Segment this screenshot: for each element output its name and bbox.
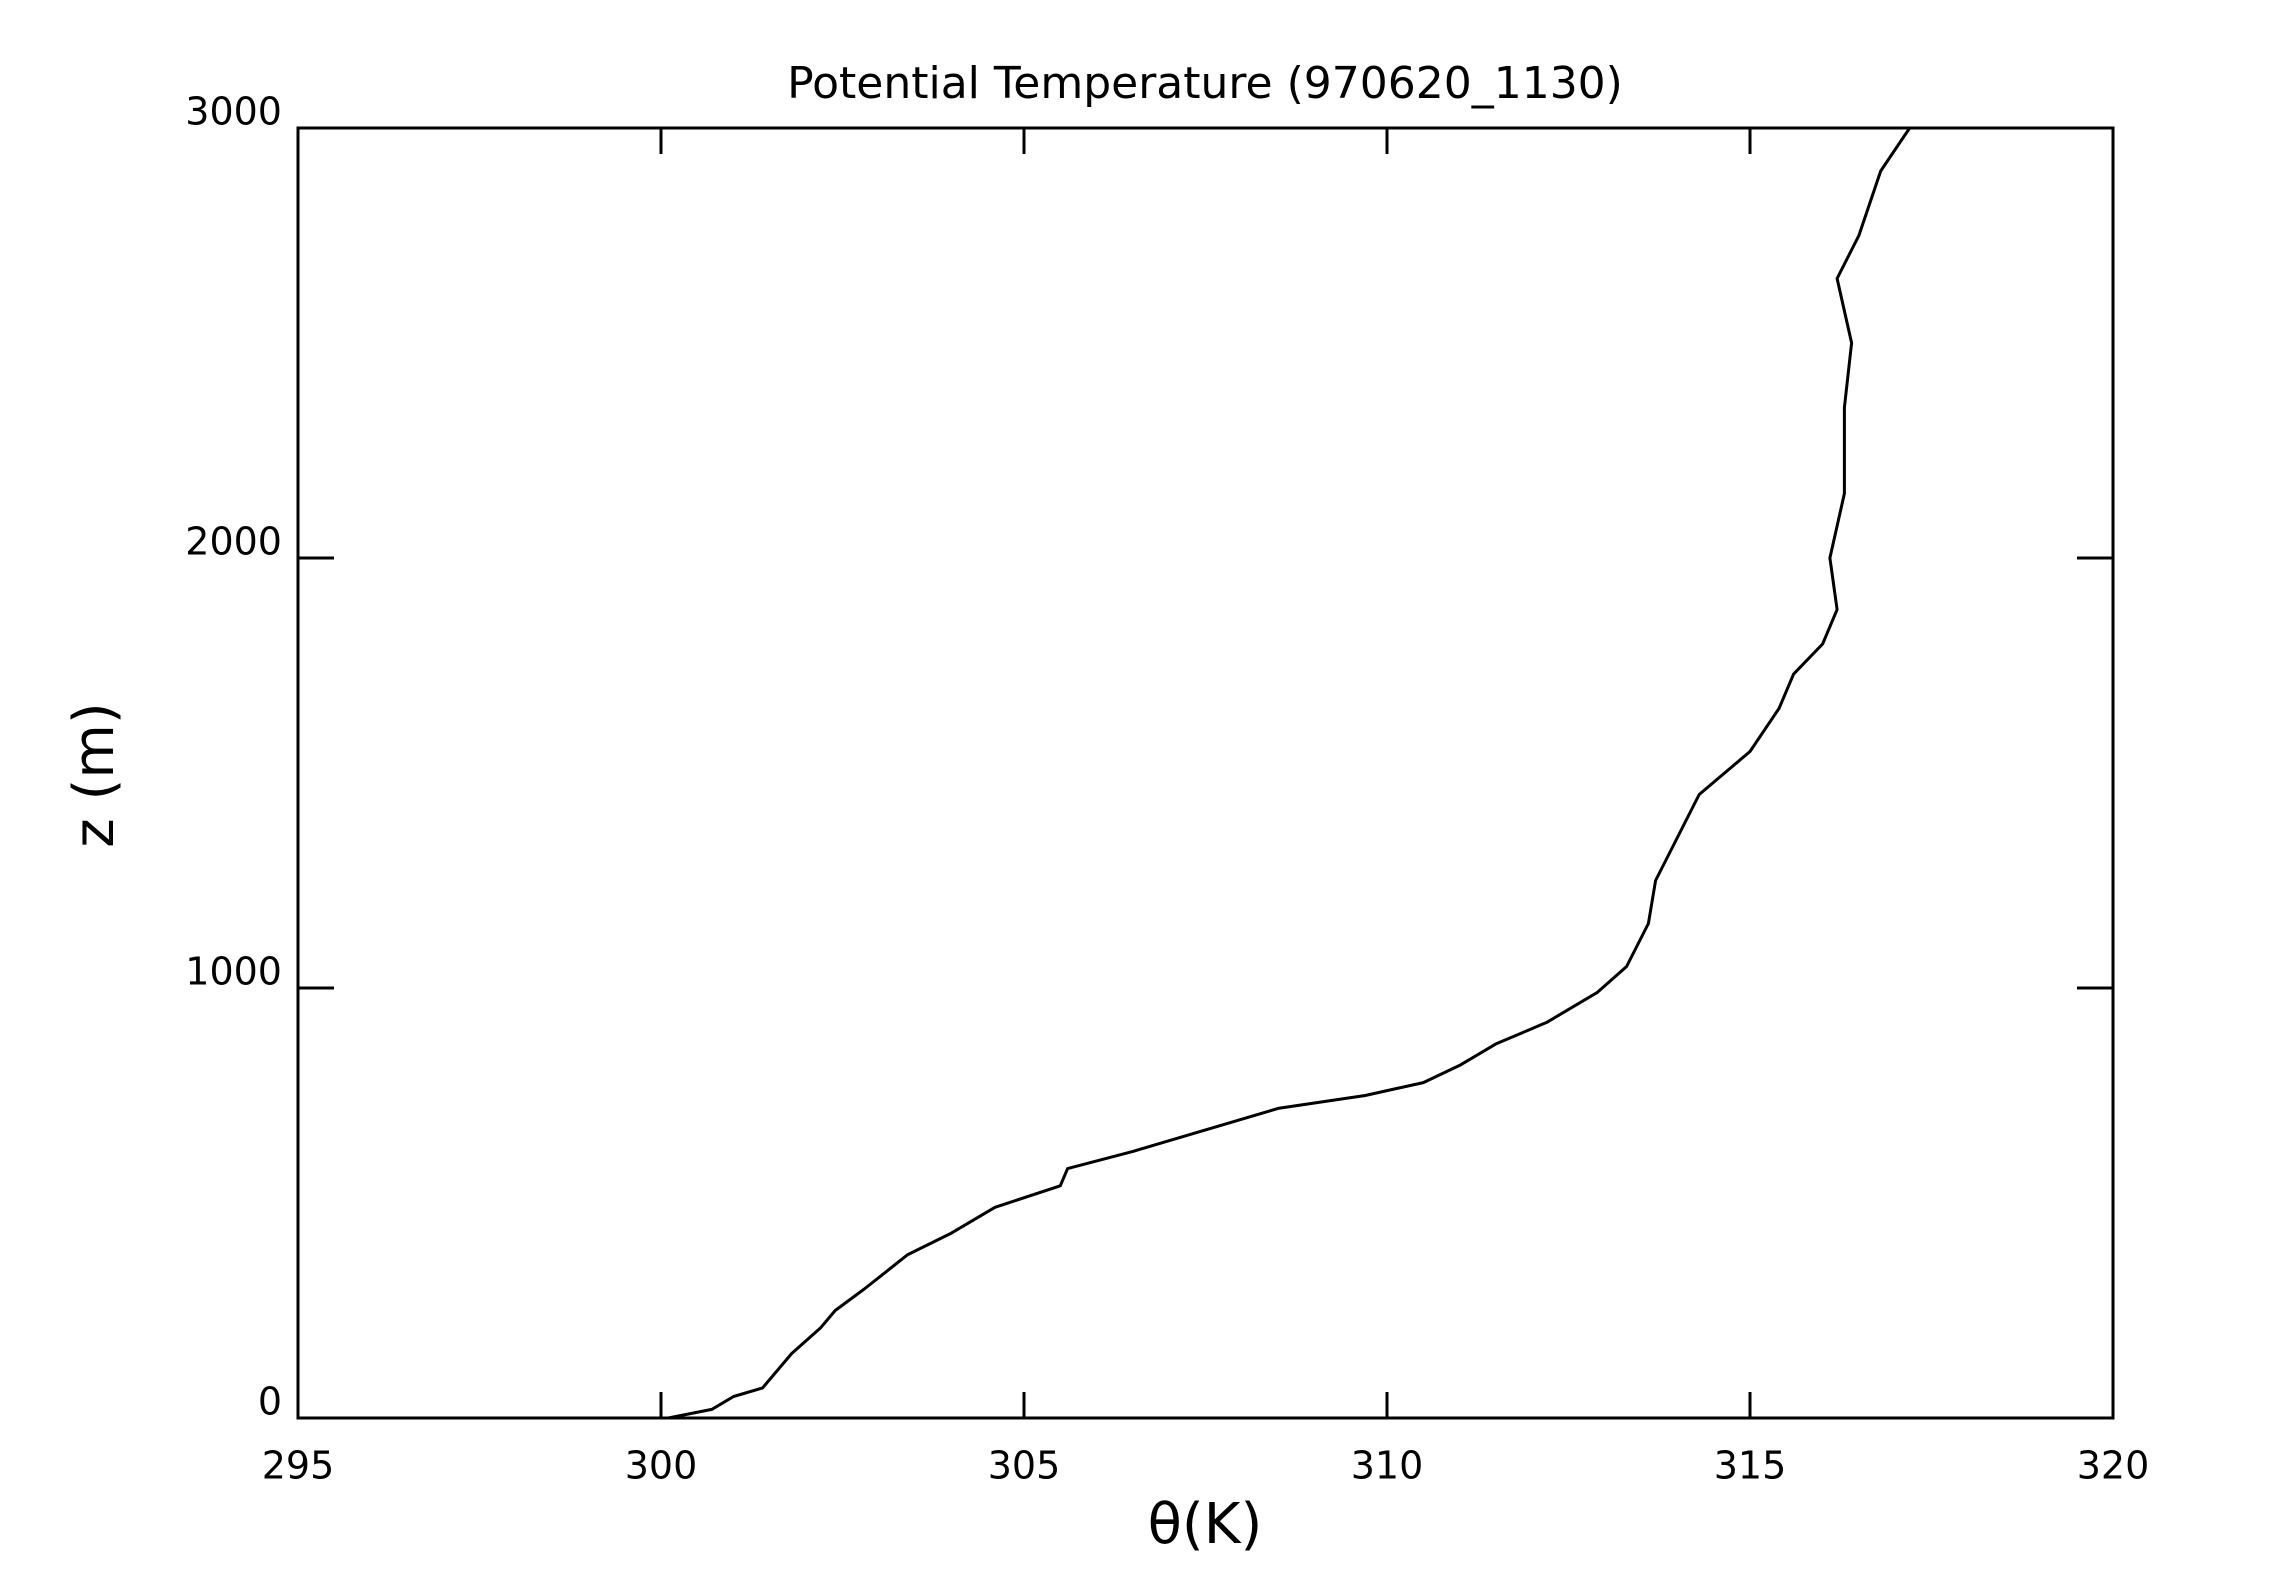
y-tick-label: 1000 bbox=[185, 950, 282, 994]
x-tick-label: 320 bbox=[2077, 1444, 2150, 1488]
y-axis-label: z (m) bbox=[62, 702, 127, 847]
y-tick-label: 3000 bbox=[185, 90, 282, 134]
chart-title: Potential Temperature (970620_1130) bbox=[787, 58, 1623, 109]
line bbox=[668, 127, 1911, 1420]
x-tick-label: 310 bbox=[1351, 1444, 1424, 1488]
y-tick-label: 0 bbox=[258, 1380, 282, 1424]
x-tick-label: 315 bbox=[1714, 1444, 1787, 1488]
x-axis-label: θ(K) bbox=[1148, 1492, 1263, 1557]
plot-frame bbox=[296, 126, 2115, 1420]
x-tick-label: 300 bbox=[625, 1444, 698, 1488]
x-tick-label: 295 bbox=[262, 1444, 335, 1488]
y-tick-label: 2000 bbox=[185, 520, 282, 564]
x-tick-label: 305 bbox=[988, 1444, 1061, 1488]
